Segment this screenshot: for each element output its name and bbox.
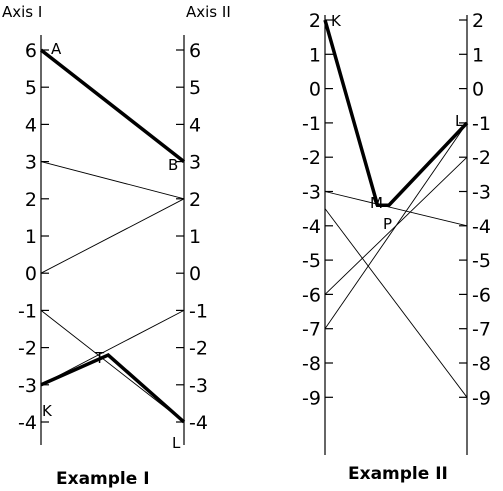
point-label-l2: L (455, 112, 464, 130)
right-tick-label: -6 (472, 284, 491, 306)
left-tick-label: -9 (302, 387, 321, 409)
left-tick-label: 2 (25, 189, 37, 211)
thick-polyline (40, 352, 186, 424)
right-tick-label: 4 (189, 114, 201, 136)
left-tick-label: -1 (18, 300, 37, 322)
point-label-a: A (51, 40, 62, 58)
right-tick-label: 0 (189, 263, 201, 285)
right-tick-label: 3 (189, 152, 201, 174)
thick-polyline (39, 48, 186, 163)
thin-polyline (324, 208, 468, 398)
right-tick-label: -1 (189, 300, 208, 322)
right-tick-label: -9 (472, 387, 491, 409)
right-tick-label: -2 (472, 147, 491, 169)
left-tick-label: 1 (309, 44, 321, 66)
thin-polyline (324, 191, 468, 227)
left-tick-label: 3 (25, 152, 37, 174)
point-label-k: K (42, 402, 53, 420)
point-label-b: B (168, 156, 178, 174)
right-tick-label: 0 (472, 79, 484, 101)
thin-polyline (40, 161, 185, 200)
example-1-ticks: 6 6 5 5 4 4 3 3 2 2 1 1 0 0 -1 -1 -2 -2 -3 -3 -4 -4 (18, 40, 208, 434)
left-tick-label: 0 (25, 263, 37, 285)
example-2-diagram: 2 2 1 1 0 0 -1 -1 -2 -2 -3 -3 -4 -4 -5 -5 -6 -6 -7 -7 -8 -8 -9… (302, 10, 491, 484)
left-tick-label: -8 (302, 353, 321, 375)
thin-polyline (324, 122, 468, 329)
left-tick-label: 0 (309, 79, 321, 101)
right-tick-label: -3 (189, 375, 208, 397)
left-tick-label: 2 (309, 10, 321, 32)
thin-polyline (40, 310, 185, 423)
example-1-caption: Example I (56, 469, 150, 489)
thin-polyline (40, 198, 185, 274)
left-tick-label: -5 (302, 250, 321, 272)
example-1-lines (39, 48, 186, 424)
left-tick-label: 4 (25, 114, 37, 136)
left-tick-label: 5 (25, 77, 37, 99)
point-label-t: T (94, 349, 105, 367)
right-tick-label: -2 (189, 338, 208, 360)
point-label-k2: K (331, 12, 342, 30)
left-tick-label: -3 (302, 182, 321, 204)
left-tick-label: 1 (25, 226, 37, 248)
right-tick-label: -1 (472, 113, 491, 135)
left-tick-label: -7 (302, 319, 321, 341)
left-tick-label: -4 (302, 216, 321, 238)
right-tick-label: 2 (472, 10, 484, 32)
right-tick-label: 1 (189, 226, 201, 248)
thick-polyline (323, 19, 469, 207)
right-tick-label: -3 (472, 182, 491, 204)
left-tick-label: -3 (18, 375, 37, 397)
example-2-lines (323, 19, 469, 398)
point-label-m: M (370, 194, 383, 212)
example-2-ticks: 2 2 1 1 0 0 -1 -1 -2 -2 -3 -3 -4 -4 -5 -5 -6 -6 -7 -7 -8 -8 -9… (302, 10, 491, 409)
left-tick-label: -2 (302, 147, 321, 169)
left-tick-label: -4 (18, 412, 37, 434)
right-tick-label: 1 (472, 44, 484, 66)
axis-i-title: Axis I (2, 3, 42, 21)
right-tick-label: -8 (472, 353, 491, 375)
left-tick-label: 6 (25, 40, 37, 62)
point-label-l: L (172, 434, 181, 452)
right-tick-label: -5 (472, 250, 491, 272)
right-tick-label: 6 (189, 40, 201, 62)
left-tick-label: -1 (302, 113, 321, 135)
right-tick-label: -7 (472, 319, 491, 341)
axis-ii-title: Axis II (186, 3, 231, 21)
left-tick-label: -2 (18, 338, 37, 360)
right-tick-label: 5 (189, 77, 201, 99)
right-tick-label: -4 (189, 412, 208, 434)
right-tick-label: 2 (189, 189, 201, 211)
example-2-caption: Example II (348, 464, 448, 484)
right-tick-label: -4 (472, 216, 491, 238)
point-label-p: P (383, 215, 392, 233)
example-1-diagram: Axis I Axis II 6 6 5 5 4 4 3 3 2 2 1 1 0 0 -1 -1 -2 -2 -3 -… (2, 3, 231, 489)
left-tick-label: -6 (302, 284, 321, 306)
